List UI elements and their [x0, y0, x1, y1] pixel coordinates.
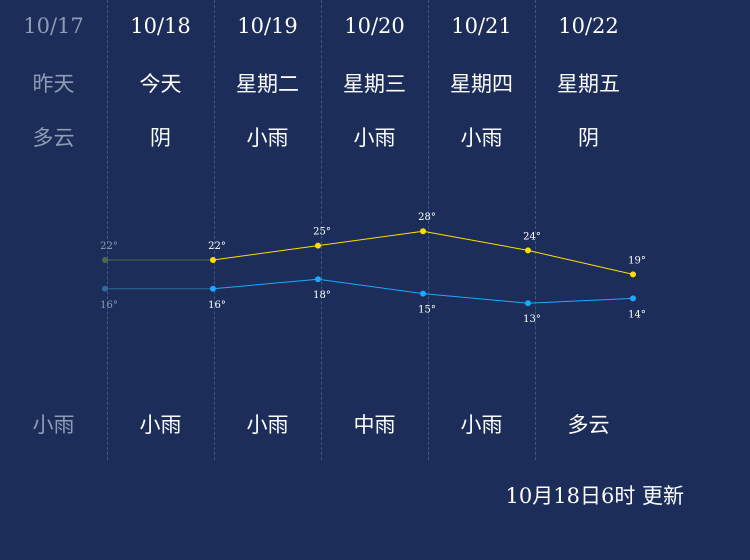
day-weather: 阴	[578, 126, 599, 150]
high-temp-point	[630, 271, 636, 278]
high-temp-point	[210, 257, 216, 263]
high-temp-segment	[527, 249, 634, 275]
night-weather: 小雨	[460, 413, 503, 437]
night-weather: 小雨	[32, 413, 75, 437]
high-temp-segment	[317, 230, 424, 247]
temperature-chart: 22° 22° 25° 28° 24° 19° 16° 16° 18° 15° 13° 14°	[100, 212, 646, 325]
day-weather: 小雨	[246, 126, 289, 150]
day-date: 10/21	[451, 14, 512, 38]
high-temp-point	[420, 228, 426, 235]
high-temp-label: 24°	[523, 231, 541, 242]
high-temp-label: 19°	[628, 255, 646, 266]
low-temp-label: 13°	[523, 314, 541, 325]
low-temp-label: 16°	[208, 300, 226, 311]
day-name: 星期五	[557, 72, 620, 96]
day-name: 星期三	[343, 72, 406, 96]
night-weather: 小雨	[139, 413, 182, 437]
day-date: 10/22	[558, 14, 619, 38]
day-name: 今天	[139, 72, 182, 96]
day-weather: 小雨	[460, 126, 503, 150]
day-date: 10/19	[237, 14, 298, 38]
day-date: 10/18	[130, 14, 191, 38]
day-weather: 小雨	[353, 126, 396, 150]
high-temp-segment	[212, 245, 319, 261]
day-date: 10/20	[344, 14, 405, 38]
day-weather: 多云	[32, 126, 75, 150]
low-temp-label: 14°	[628, 309, 646, 320]
low-temp-point	[210, 285, 216, 292]
high-temp-label: 22°	[100, 241, 118, 252]
high-temp-label: 28°	[418, 212, 436, 223]
low-temp-point	[102, 285, 108, 292]
day-column-10-18: 10/18 今天阴小雨	[107, 0, 215, 460]
low-temp-segment	[212, 278, 319, 290]
low-temp-point	[420, 290, 426, 297]
night-weather: 多云	[567, 413, 610, 437]
high-temp-segment	[422, 230, 529, 251]
low-temp-point	[630, 295, 636, 302]
low-temp-segment	[527, 297, 634, 304]
day-column-10-21: 10/21 星期四 小雨 小雨	[428, 0, 536, 460]
day-weather: 阴	[150, 126, 171, 150]
low-temp-label: 16°	[100, 300, 118, 311]
low-temp-label: 18°	[313, 290, 331, 301]
update-time: 10月18日6时 更新	[505, 484, 684, 508]
high-temp-point	[315, 242, 321, 249]
night-weather: 小雨	[246, 413, 289, 437]
high-temp-label: 22°	[208, 241, 226, 252]
day-column-10-17: 10/17 昨天多云小雨	[0, 0, 108, 460]
night-weather: 中雨	[353, 413, 396, 437]
low-temp-segment	[317, 278, 424, 295]
day-column-10-20: 10/20 星期三小雨中雨	[321, 0, 429, 460]
low-temp-point	[525, 300, 531, 307]
day-name: 星期四	[450, 72, 513, 96]
low-temp-segment	[422, 293, 529, 304]
high-temp-point	[525, 247, 531, 254]
day-date: 10/17	[23, 14, 84, 38]
day-column-10-22: 10/22 星期五阴多云	[535, 0, 642, 460]
day-name: 昨天	[32, 72, 75, 96]
low-temp-point	[315, 276, 321, 283]
low-temp-label: 15°	[418, 305, 436, 316]
day-name: 星期二	[236, 72, 299, 96]
high-temp-label: 25°	[313, 227, 331, 238]
day-column-10-19: 10/19 星期二 小雨 小雨	[214, 0, 322, 460]
high-temp-point	[102, 257, 108, 263]
